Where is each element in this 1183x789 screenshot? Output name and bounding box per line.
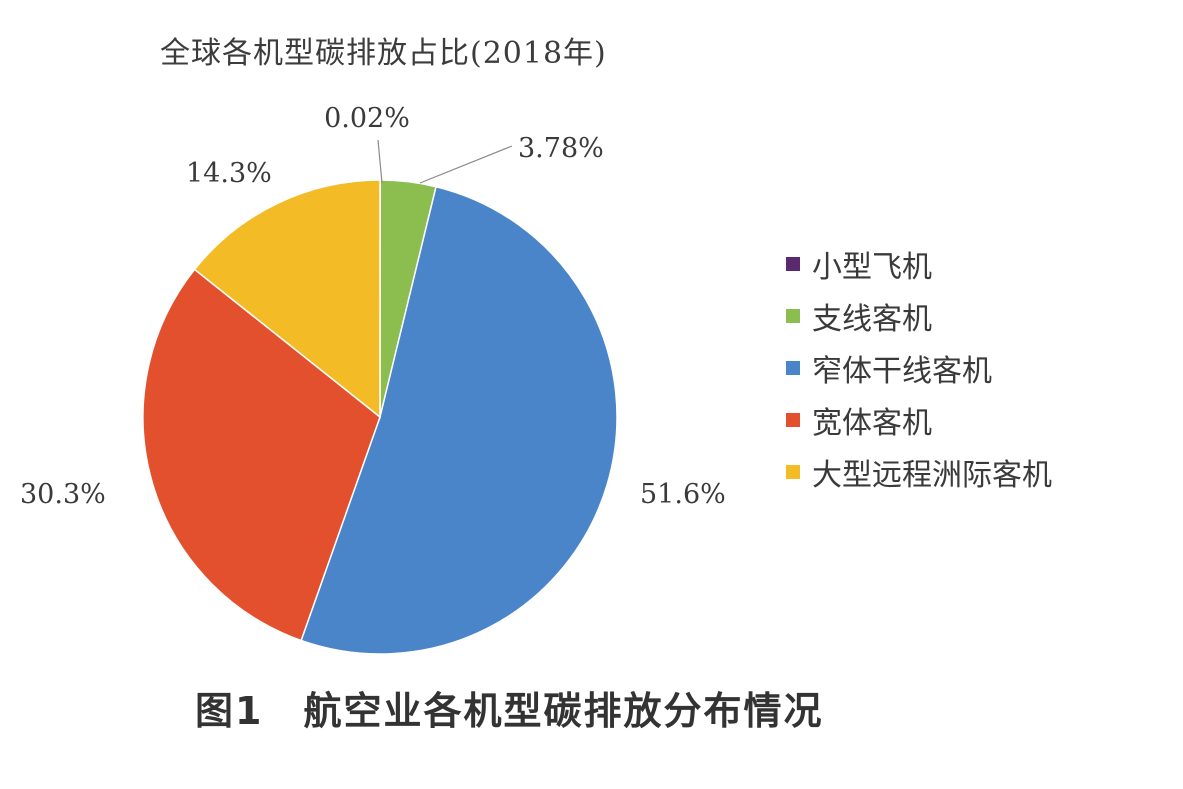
legend-swatch — [786, 465, 800, 479]
legend-label: 支线客机 — [812, 302, 932, 337]
legend-item-4: 宽体客机 — [786, 394, 1052, 446]
leader-line-1 — [377, 139, 383, 184]
legend-item-1: 小型飞机 — [786, 238, 1052, 290]
legend-label: 窄体干线客机 — [812, 354, 992, 389]
chart-title: 全球各机型碳排放占比(2018年) — [160, 36, 607, 71]
pie-slices — [142, 179, 618, 655]
legend-swatch — [786, 309, 800, 323]
legend-item-5: 大型远程洲际客机 — [786, 446, 1052, 498]
pie-slice-4 — [142, 268, 381, 642]
legend-label: 宽体客机 — [812, 406, 932, 441]
legend-swatch — [786, 361, 800, 375]
data-label-4: 30.3% — [20, 479, 106, 510]
legend-item-2: 支线客机 — [786, 290, 1052, 342]
figure-caption: 图1 航空业各机型碳排放分布情况 — [195, 689, 824, 733]
legend-label: 小型飞机 — [812, 250, 932, 285]
data-label-1: 0.02% — [324, 103, 410, 134]
legend-swatch — [786, 413, 800, 427]
pie-slice-5 — [193, 179, 381, 419]
leader-lines — [377, 139, 513, 184]
data-label-3: 51.6% — [640, 479, 726, 510]
leader-line-2 — [419, 145, 513, 184]
legend-item-3: 窄体干线客机 — [786, 342, 1052, 394]
data-labels: 0.02% 3.78% 51.6% 30.3% 14.3% — [20, 103, 726, 510]
data-label-5: 14.3% — [186, 158, 272, 189]
legend-label: 大型远程洲际客机 — [812, 458, 1052, 493]
data-label-2: 3.78% — [518, 133, 604, 164]
legend: 小型飞机支线客机窄体干线客机 宽体客机大型远程洲际客机 — [786, 238, 1052, 498]
pie-slice-3 — [300, 185, 618, 655]
legend-swatch — [786, 257, 800, 271]
